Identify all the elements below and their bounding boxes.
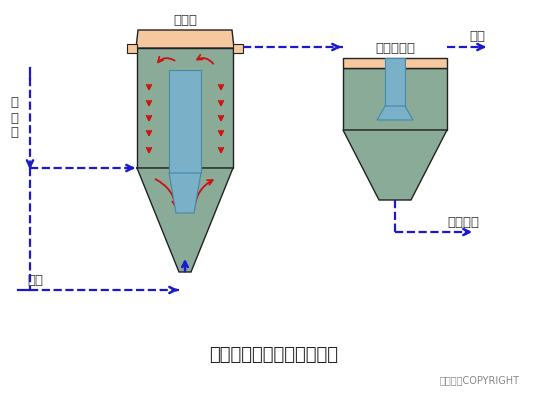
Polygon shape xyxy=(169,70,201,173)
Polygon shape xyxy=(136,30,234,48)
Polygon shape xyxy=(385,58,405,106)
Text: 污泥排放: 污泥排放 xyxy=(447,215,479,228)
Polygon shape xyxy=(343,130,447,200)
Polygon shape xyxy=(169,173,201,213)
Polygon shape xyxy=(127,44,137,53)
Polygon shape xyxy=(137,168,233,272)
Polygon shape xyxy=(343,58,447,68)
Polygon shape xyxy=(137,48,233,168)
Text: 东方仿真COPYRIGHT: 东方仿真COPYRIGHT xyxy=(440,375,520,385)
Polygon shape xyxy=(343,68,447,130)
Text: 出水: 出水 xyxy=(469,31,485,43)
Polygon shape xyxy=(377,106,413,120)
Text: 流化床: 流化床 xyxy=(173,14,197,27)
Polygon shape xyxy=(233,44,243,53)
Text: 二次沉淀池: 二次沉淀池 xyxy=(375,41,415,55)
Text: 原
污
水: 原 污 水 xyxy=(10,96,18,140)
Text: 三相生物流化床的工艺流程: 三相生物流化床的工艺流程 xyxy=(209,346,339,364)
Text: 空气: 空气 xyxy=(27,273,43,287)
